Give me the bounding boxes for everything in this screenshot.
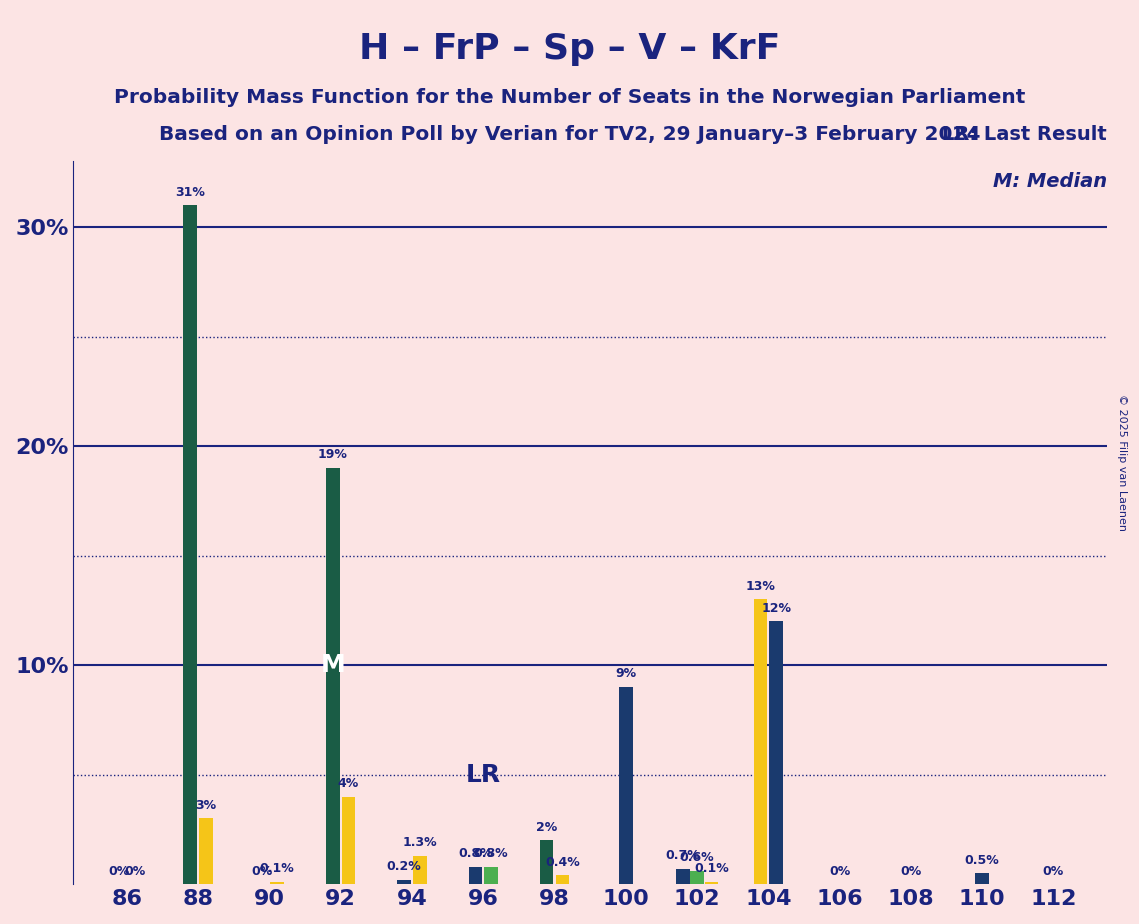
- Text: 0%: 0%: [124, 865, 146, 878]
- Text: 1.3%: 1.3%: [402, 836, 437, 849]
- Text: LR: Last Result: LR: Last Result: [942, 126, 1107, 144]
- Text: Based on an Opinion Poll by Verian for TV2, 29 January–3 February 2024: Based on an Opinion Poll by Verian for T…: [158, 125, 981, 144]
- Bar: [413, 856, 426, 884]
- Bar: [618, 687, 632, 884]
- Text: H – FrP – Sp – V – KrF: H – FrP – Sp – V – KrF: [359, 32, 780, 67]
- Bar: [484, 867, 498, 884]
- Bar: [468, 867, 482, 884]
- Text: 13%: 13%: [746, 580, 776, 593]
- Bar: [342, 796, 355, 884]
- Text: 0%: 0%: [829, 865, 850, 878]
- Text: M: Median: M: Median: [993, 172, 1107, 191]
- Text: M: M: [320, 653, 345, 677]
- Text: 0.5%: 0.5%: [965, 854, 1000, 867]
- Text: 0%: 0%: [900, 865, 921, 878]
- Bar: [677, 869, 689, 884]
- Text: Probability Mass Function for the Number of Seats in the Norwegian Parliament: Probability Mass Function for the Number…: [114, 88, 1025, 107]
- Text: 0.6%: 0.6%: [680, 851, 714, 865]
- Text: 0.7%: 0.7%: [665, 849, 700, 862]
- Bar: [183, 205, 197, 884]
- Text: 0.1%: 0.1%: [260, 862, 295, 875]
- Text: 0%: 0%: [108, 865, 130, 878]
- Text: 19%: 19%: [318, 448, 347, 461]
- Bar: [199, 819, 213, 884]
- Text: © 2025 Filip van Laenen: © 2025 Filip van Laenen: [1117, 394, 1126, 530]
- Text: 0.1%: 0.1%: [694, 862, 729, 875]
- Bar: [398, 880, 411, 884]
- Bar: [540, 840, 554, 884]
- Bar: [556, 875, 570, 884]
- Text: LR: LR: [466, 762, 501, 786]
- Text: 2%: 2%: [536, 821, 557, 833]
- Bar: [326, 468, 339, 884]
- Text: 12%: 12%: [761, 602, 792, 614]
- Text: 31%: 31%: [175, 186, 205, 199]
- Bar: [690, 871, 704, 884]
- Bar: [705, 881, 718, 884]
- Text: 0.8%: 0.8%: [474, 847, 508, 860]
- Text: 0%: 0%: [1043, 865, 1064, 878]
- Text: 4%: 4%: [338, 777, 359, 790]
- Bar: [270, 881, 284, 884]
- Text: 0%: 0%: [251, 865, 272, 878]
- Text: 0.8%: 0.8%: [458, 847, 493, 860]
- Bar: [770, 621, 782, 884]
- Text: 3%: 3%: [196, 799, 216, 812]
- Bar: [975, 873, 989, 884]
- Text: 0.2%: 0.2%: [387, 860, 421, 873]
- Text: 0.4%: 0.4%: [544, 856, 580, 869]
- Bar: [754, 600, 768, 884]
- Text: 9%: 9%: [615, 667, 637, 680]
